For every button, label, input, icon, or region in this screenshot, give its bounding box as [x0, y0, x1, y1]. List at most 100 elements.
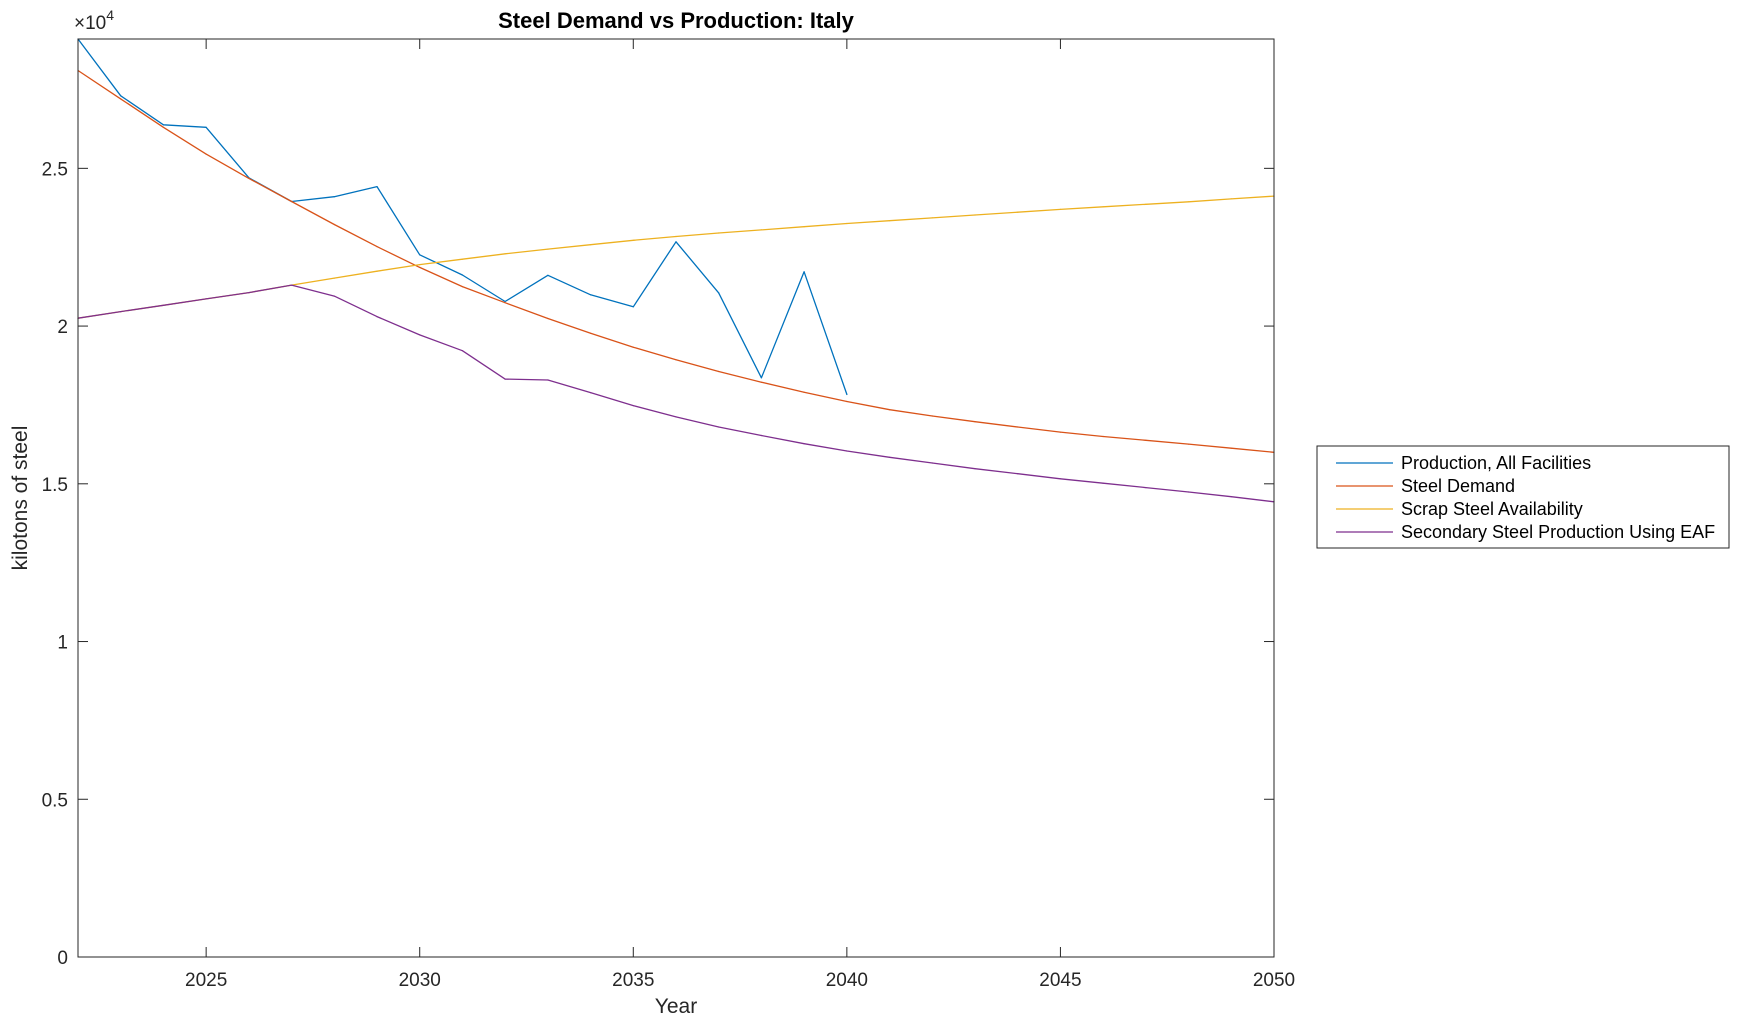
series-4-point [504, 378, 506, 380]
series-2-point [590, 332, 592, 334]
series-2-point [846, 400, 848, 403]
y-tick-label: 2.5 [42, 159, 68, 180]
plot-frame [77, 38, 1275, 958]
series-2-point [376, 246, 378, 248]
series-2-point [931, 415, 933, 417]
legend-label: Scrap Steel Availability [1401, 499, 1583, 519]
series-2-point [803, 391, 805, 393]
x-axis: 2025 2030 2035 2040 2045 2050 [185, 39, 1295, 991]
x-tick-label: 2035 [612, 970, 654, 991]
legend: Production, All Facilities Steel Demand Sc… [1316, 445, 1730, 549]
x-axis-label: Year [655, 995, 697, 1018]
series-2-point [1145, 439, 1147, 441]
y-exponent-base: ×10 [74, 13, 106, 34]
series-3-point [376, 270, 378, 272]
series-4-point [461, 350, 463, 352]
series-3-point [1145, 203, 1147, 205]
series-3-point [547, 248, 549, 250]
x-tick-label: 2030 [399, 970, 441, 991]
series-2-point [1230, 447, 1232, 449]
series-4-point [931, 462, 933, 464]
series-3-point [803, 226, 805, 228]
series-1-point [675, 241, 677, 243]
series-3-point [760, 229, 763, 231]
x-tick-label: 2045 [1039, 970, 1081, 991]
series-2-point [1102, 435, 1104, 438]
legend-label: Production, All Facilities [1401, 453, 1591, 473]
series-3-point [333, 277, 335, 279]
y-tick-label: 1.5 [42, 475, 68, 496]
y-tick-label: 0 [57, 948, 68, 969]
series-3-point [931, 217, 933, 219]
series-2-point [889, 409, 891, 411]
series-2-point [120, 98, 122, 100]
series-1-point [718, 292, 720, 294]
series-4-point [419, 334, 421, 336]
series-3-point [1059, 208, 1061, 210]
series-4-point [718, 426, 720, 428]
x-tick-label: 2050 [1253, 970, 1295, 991]
series-2-point [974, 421, 976, 423]
series-1-point [590, 294, 592, 296]
series-3-point [461, 258, 463, 260]
series-4-point [1230, 496, 1232, 498]
series-1-point [120, 95, 122, 97]
series-1-point [632, 306, 634, 308]
series-4-point [760, 434, 763, 437]
series-1-point [162, 124, 164, 126]
series-4-point [547, 379, 549, 381]
series-3-point [1230, 198, 1232, 200]
series-1-point [504, 300, 506, 303]
series-2-point [760, 381, 763, 383]
series-1-point [333, 196, 335, 198]
plot-area [78, 39, 1274, 957]
series-2-point [718, 370, 720, 373]
y-exponent-power: 4 [106, 7, 114, 23]
y-tick-label: 0.5 [42, 790, 68, 811]
series-3-point [846, 222, 848, 225]
legend-label: Secondary Steel Production Using EAF [1401, 522, 1715, 542]
x-tick-label: 2025 [185, 970, 227, 991]
series-2-point [675, 359, 677, 361]
series-3-point [632, 239, 634, 241]
series-3-point [889, 220, 891, 222]
series-1-point [846, 393, 848, 396]
chart-title: Steel Demand vs Production: Italy [498, 8, 855, 33]
y-tick-label: 1 [57, 633, 68, 654]
series-2-point [1059, 431, 1061, 433]
series-2-point [1188, 443, 1190, 445]
series-2-point [461, 286, 463, 288]
series-3-point [1017, 211, 1019, 213]
series-4-point [590, 392, 592, 394]
series-1-point [461, 274, 463, 276]
series-3-point [1188, 201, 1190, 203]
series-2-point [162, 126, 164, 128]
series-4-point [846, 450, 848, 452]
series-2-point [547, 317, 549, 320]
series-2-point [333, 223, 335, 226]
series-3-point [675, 235, 677, 238]
series-3-point [504, 253, 506, 255]
series-2-point [1017, 426, 1019, 428]
series-1-point [760, 377, 763, 379]
series-2-point [291, 200, 293, 203]
series-4-point [376, 316, 378, 318]
series-4-point [675, 416, 677, 418]
series-3-point [718, 232, 720, 234]
series-1-point [803, 271, 805, 273]
series-4-point [333, 295, 335, 297]
series-4-point [248, 292, 250, 294]
series-4-point [162, 304, 164, 306]
series-3-point [419, 264, 421, 266]
y-axis-label: kilotons of steel [9, 426, 32, 571]
series-4-point [291, 284, 293, 286]
series-3-point [1102, 206, 1104, 208]
series-4-point [632, 405, 634, 407]
series-4-point [1102, 482, 1104, 484]
y-axis: 0 0.5 1 1.5 2 2.5 [42, 159, 1274, 969]
y-tick-label: 2 [57, 317, 68, 338]
series-2-point [419, 266, 421, 268]
series-1-point [205, 126, 207, 128]
series-2-point [205, 153, 207, 155]
